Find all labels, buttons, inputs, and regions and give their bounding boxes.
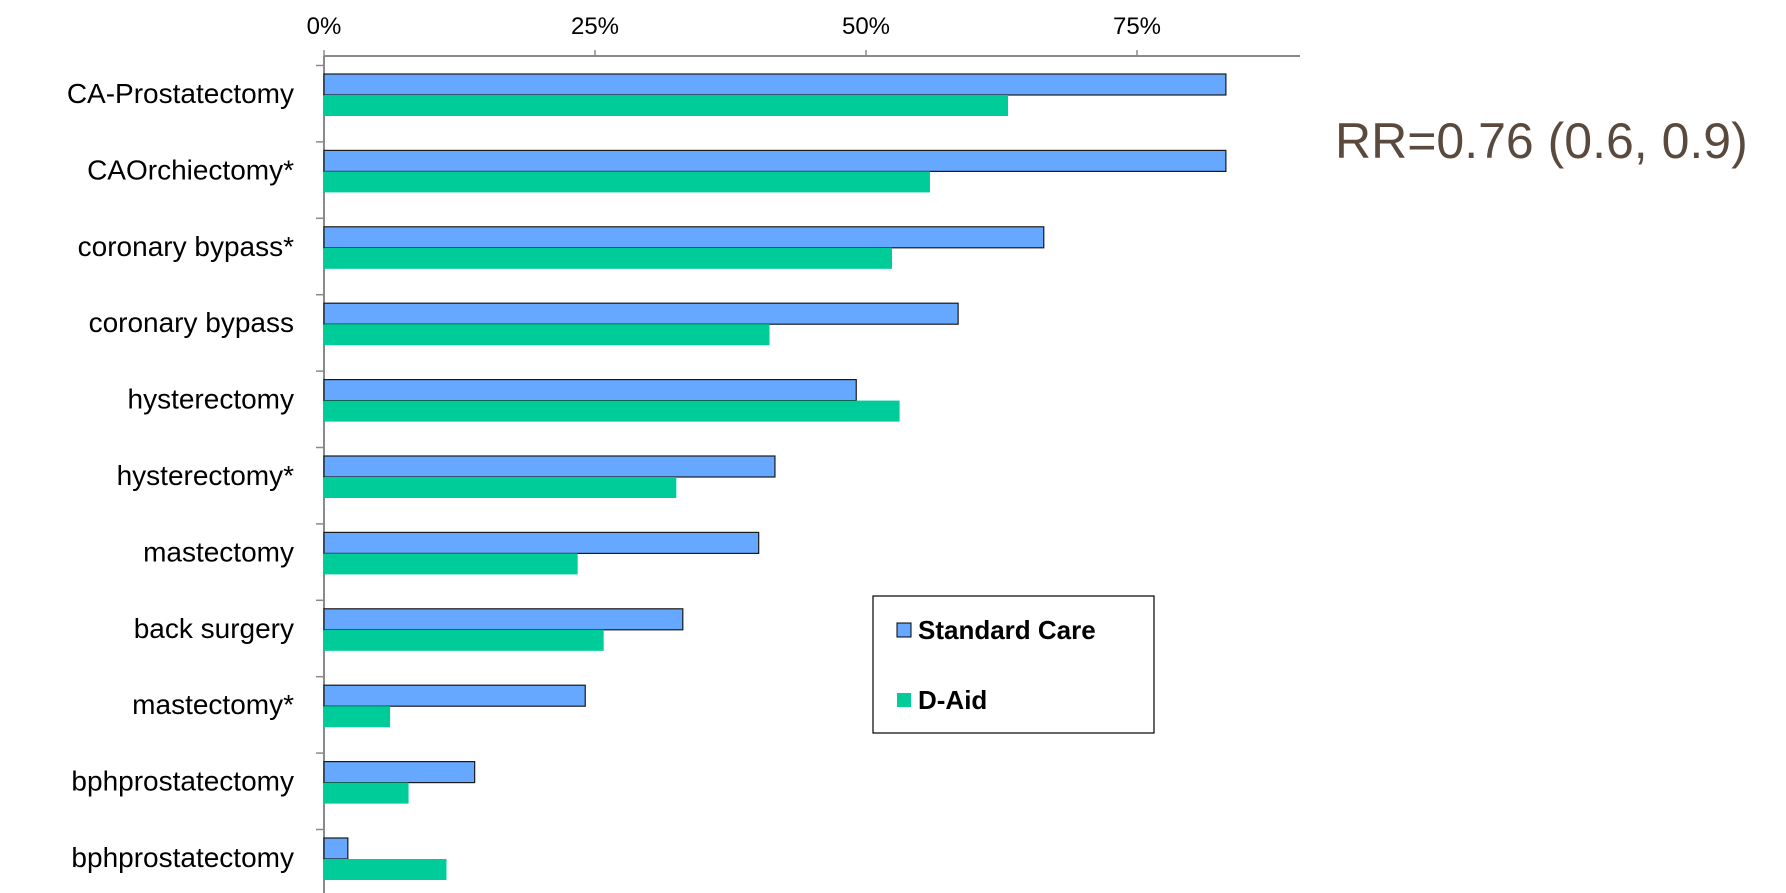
- axis-layer: [316, 50, 1300, 893]
- bar-standard-care: [323, 379, 857, 402]
- legend-box: [872, 595, 1155, 734]
- bar-standard-care: [323, 531, 760, 555]
- bar-standard-care: [323, 73, 1227, 96]
- bar-d-aid: [324, 477, 677, 498]
- x-tick-label: 25%: [571, 13, 619, 40]
- category-label: bphprostatectomy: [71, 842, 294, 873]
- bar-d-aid: [324, 171, 930, 193]
- bar-standard-care: [323, 608, 684, 631]
- bar-standard-care: [323, 455, 776, 478]
- labels-layer: 0% 25% 50% 75% CA-Prostatectomy CAOrchiectomy…: [67, 13, 1161, 873]
- x-tick-label: 0%: [307, 13, 342, 40]
- bar-standard-care: [323, 760, 476, 784]
- bar-standard-care: [323, 684, 586, 707]
- bar-standard-care: [323, 149, 1227, 172]
- bar-standard-care: [323, 837, 349, 860]
- bar-d-aid: [324, 324, 770, 346]
- bar-standard-care: [323, 302, 959, 325]
- legend-label-d-aid: D-Aid: [918, 685, 987, 715]
- bar-d-aid: [324, 95, 1009, 116]
- bars-layer: [323, 73, 1227, 880]
- x-tick-label: 50%: [842, 13, 890, 40]
- bar-d-aid: [324, 247, 893, 269]
- category-label: mastectomy: [143, 536, 294, 567]
- category-label: CAOrchiectomy*: [87, 154, 294, 185]
- bar-d-aid: [324, 782, 409, 804]
- category-label: hysterectomy: [128, 384, 295, 415]
- category-label: CA-Prostatectomy: [67, 78, 294, 109]
- category-label: mastectomy*: [132, 689, 294, 720]
- category-label: hysterectomy*: [117, 460, 294, 491]
- bar-d-aid: [324, 629, 604, 651]
- x-tick-label: 75%: [1113, 13, 1161, 40]
- bar-d-aid: [324, 859, 447, 880]
- category-label: back surgery: [134, 613, 294, 644]
- legend-label-standard-care: Standard Care: [918, 615, 1096, 645]
- bar-d-aid: [324, 400, 900, 422]
- relative-risk-annotation: RR=0.76 (0.6, 0.9): [1335, 113, 1748, 169]
- category-label: bphprostatectomy: [71, 766, 294, 797]
- bar-d-aid: [324, 553, 578, 575]
- legend-swatch-d-aid: [897, 693, 911, 707]
- category-label: coronary bypass: [89, 307, 294, 338]
- bar-standard-care: [323, 226, 1045, 249]
- bar-d-aid: [324, 706, 391, 728]
- category-label: coronary bypass*: [78, 231, 294, 262]
- legend-swatch-standard-care: [896, 622, 912, 638]
- legend: Standard Care D-Aid: [872, 595, 1155, 734]
